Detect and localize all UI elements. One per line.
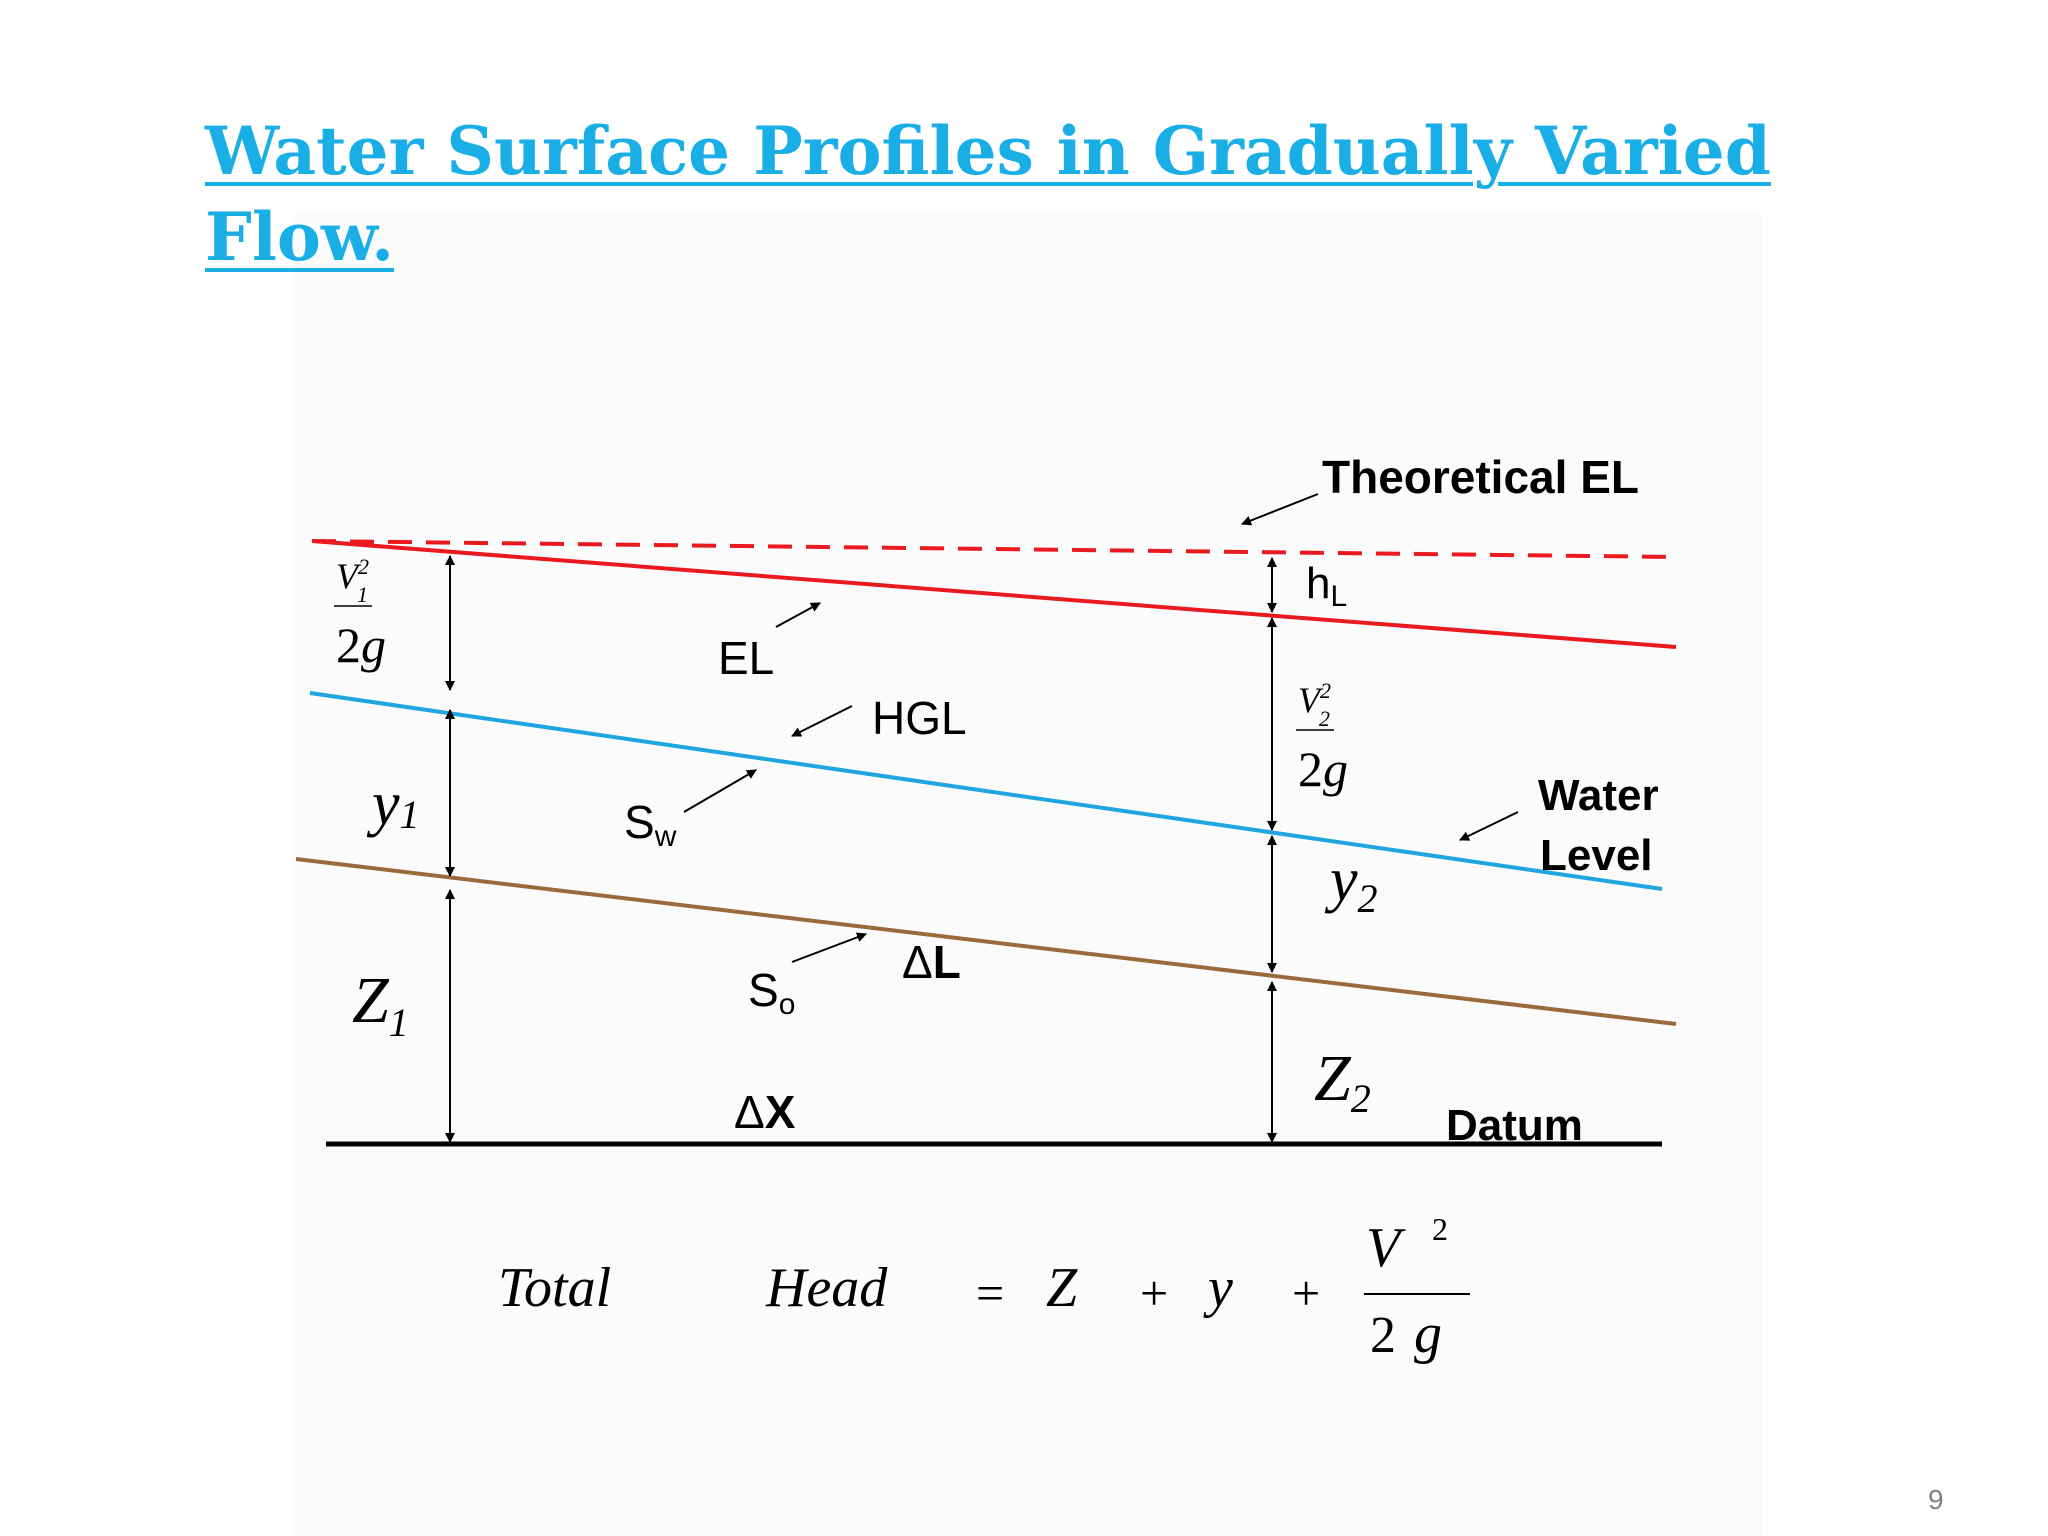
hgl-pointer-arrow [791,705,853,737]
delta-x-symbol: Δ [734,1086,765,1138]
v2-subscript: 2 [1319,706,1330,731]
bed-slope-label: So [748,964,795,1021]
z2-letter: Z [1314,1042,1352,1115]
v1-denominator: 2g [336,617,386,673]
delta-l-label: ΔL [902,936,961,988]
delta-l-letter: L [933,936,961,988]
eq-plus-1: + [1140,1265,1168,1321]
y1-subscript: 1 [400,792,420,837]
energy-line [311,539,1677,649]
y1-label: y1 [366,770,420,838]
el-label: EL [718,632,774,684]
v2-g: g [1323,741,1348,797]
y1-letter: y [366,770,400,838]
hgl-label: HGL [872,692,967,744]
v1-two: 2 [336,617,361,673]
so-pointer-arrow [791,932,867,963]
eq-denominator-g: g [1414,1303,1442,1365]
z1-label: Z1 [352,964,409,1045]
sw-pointer-arrow [683,769,757,813]
y2-subscript: 2 [1358,876,1378,921]
v1-numerator: V2 1 [336,554,369,607]
eq-plus-2: + [1292,1265,1320,1321]
water-level-pointer-arrow [1459,811,1519,841]
z1-subscript: 1 [389,1000,409,1045]
v2-two: 2 [1298,741,1323,797]
so-subscript: o [779,988,796,1021]
hydraulic-grade-line [309,691,1663,891]
eq-total: Total [498,1257,611,1319]
slide-title: Water Surface Profiles in Gradually Vari… [205,112,1771,276]
z2-label: Z2 [1314,1042,1371,1121]
sw-letter: S [624,796,655,848]
eq-head: Head [765,1257,888,1319]
z2-subscript: 2 [1351,1076,1371,1121]
page-number: 9 [1928,1484,1944,1515]
y2-letter: y [1324,846,1358,914]
so-letter: S [748,964,779,1016]
head-loss-letter: h [1306,559,1330,608]
v1-superscript: 2 [358,554,369,579]
total-head-equation: Total Head = Z + y + V 2 2 g [498,1211,1470,1365]
velocity-head-1-fraction: V2 1 2g [334,554,386,673]
water-level-label-line2: Level [1540,831,1653,880]
eq-v: V [1366,1217,1406,1279]
eq-equals: = [976,1265,1004,1321]
eq-y: y [1203,1257,1233,1319]
v1-g: g [361,617,386,673]
sw-subscript: w [654,820,677,853]
y2-label: y2 [1324,846,1378,921]
v2-letter: V [1298,680,1324,720]
delta-x-letter: X [765,1086,796,1138]
v2-denominator: 2g [1298,741,1348,797]
channel-bed-line [295,857,1677,1026]
el-pointer-arrow [775,602,821,628]
content-panel [292,214,1762,1536]
eq-exponent: 2 [1432,1211,1448,1247]
datum-label: Datum [1446,1101,1583,1150]
eq-denominator-2: 2 [1370,1307,1396,1364]
theoretical-energy-line [311,539,1677,559]
v1-letter: V [336,556,362,596]
head-loss-label: hL [1306,559,1347,613]
eq-z: Z [1046,1257,1078,1319]
v1-subscript: 1 [357,582,368,607]
head-loss-subscript: L [1330,580,1347,613]
delta-l-symbol: Δ [902,936,933,988]
v2-superscript: 2 [1320,678,1331,703]
water-level-label-line1: Water [1538,771,1659,820]
z1-letter: Z [352,964,390,1037]
theoretical-el-pointer-arrow [1241,493,1319,526]
velocity-head-2-fraction: V2 2 2g [1296,678,1348,797]
water-surface-slope-label: Sw [624,796,677,853]
theoretical-el-label: Theoretical EL [1322,451,1639,503]
delta-x-label: ΔX [734,1086,796,1138]
v2-numerator: V2 2 [1298,678,1331,731]
